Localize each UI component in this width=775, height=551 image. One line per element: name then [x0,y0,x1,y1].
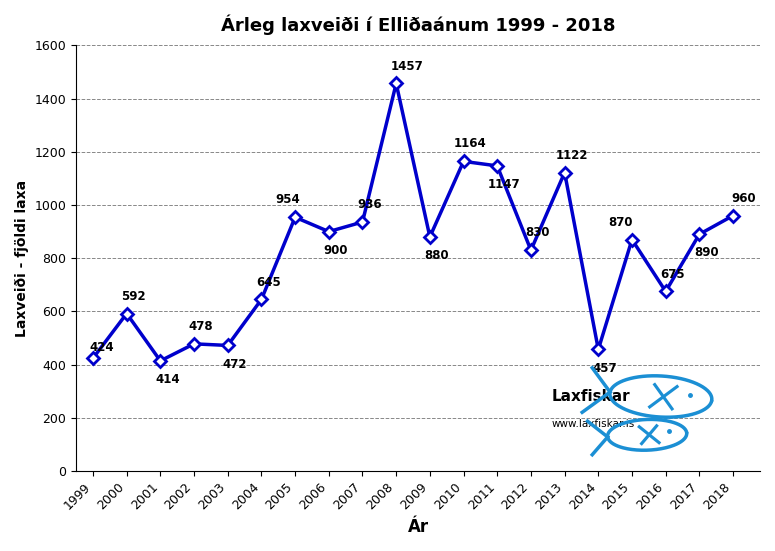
Text: 880: 880 [425,249,450,262]
Title: Árleg laxveiði í Elliðaánum 1999 - 2018: Árleg laxveiði í Elliðaánum 1999 - 2018 [221,15,615,35]
Text: Laxfiskar: Laxfiskar [552,389,630,404]
Text: 457: 457 [593,361,618,375]
Text: 936: 936 [357,198,382,211]
Text: 675: 675 [660,268,685,280]
Text: 890: 890 [694,246,718,260]
Text: 960: 960 [732,192,756,205]
Text: 414: 414 [155,373,180,386]
Y-axis label: Laxveiði - fjöldi laxa: Laxveiði - fjöldi laxa [15,180,29,337]
Text: 830: 830 [525,226,550,239]
Text: 1164: 1164 [454,138,487,150]
Text: 472: 472 [222,358,247,371]
Text: www.laxfiskar.is: www.laxfiskar.is [552,419,635,429]
Text: 1147: 1147 [488,178,521,191]
Text: 478: 478 [188,320,213,333]
X-axis label: Ár: Ár [408,518,429,536]
Text: 900: 900 [323,244,348,257]
Text: 424: 424 [89,341,114,354]
Text: 1457: 1457 [391,60,424,73]
Text: 870: 870 [608,215,633,229]
Text: 592: 592 [122,290,146,302]
Text: 645: 645 [256,276,281,289]
Text: 1122: 1122 [556,149,587,161]
Text: 954: 954 [276,193,301,206]
